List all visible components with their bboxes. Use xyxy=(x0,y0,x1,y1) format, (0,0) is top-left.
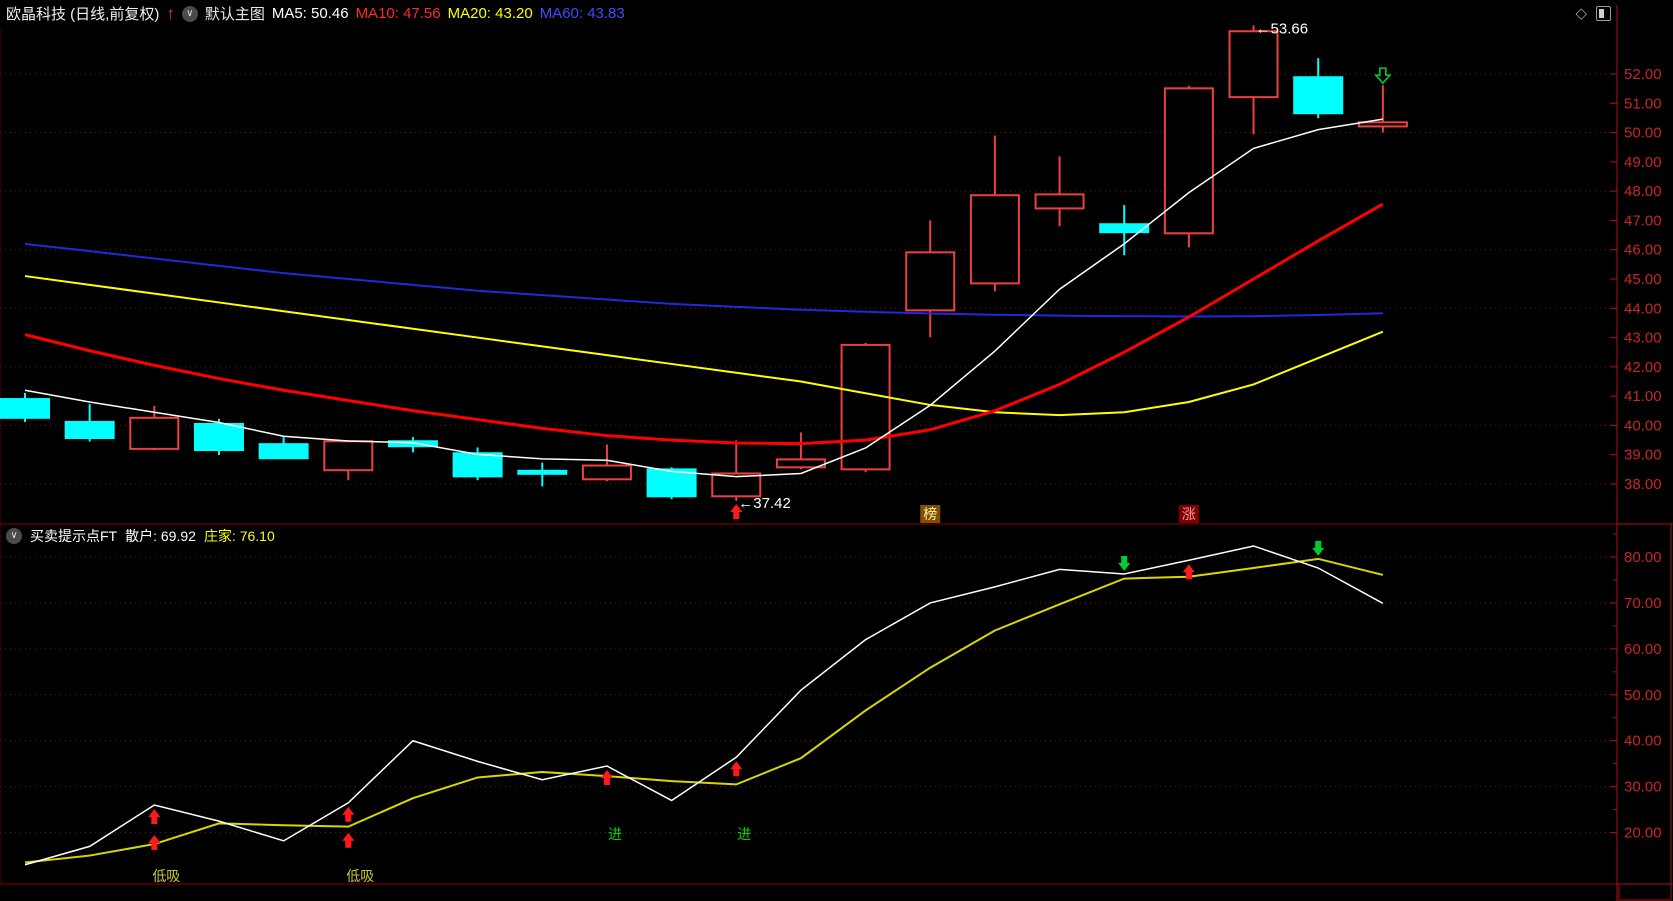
sub-indicator-header: ∨ 买卖提示点FT 散户: 69.92 庄家: 76.10 xyxy=(0,524,1610,548)
sub-indicator-name[interactable]: 买卖提示点FT xyxy=(30,528,118,544)
candle[interactable] xyxy=(0,392,50,422)
y-axis-label: 46.00 xyxy=(1624,242,1662,259)
y-axis-label: 45.00 xyxy=(1624,271,1662,288)
y-axis-label: 20.00 xyxy=(1624,825,1662,842)
candle[interactable] xyxy=(387,437,438,453)
chevron-down-icon[interactable]: ∨ xyxy=(6,528,22,544)
overlay-selector[interactable]: 默认主图 xyxy=(204,6,265,23)
diamond-icon[interactable]: ◇ xyxy=(1575,5,1587,22)
event-badge-label: 涨 xyxy=(1182,506,1196,522)
zhuangjia-value: 庄家: 76.10 xyxy=(203,528,275,544)
y-axis-label: 70.00 xyxy=(1624,595,1662,612)
ma60-value: MA60: 43.83 xyxy=(539,5,625,22)
price-annotation: ←53.66 xyxy=(1256,20,1309,37)
ma5-line xyxy=(24,118,1383,478)
main-chart-header: 欧晶科技 (日线,前复权) ↑ ∨ 默认主图 MA5: 50.46 MA10: … xyxy=(0,0,1673,27)
y-axis-label: 30.00 xyxy=(1624,779,1662,796)
buy-signal-arrow xyxy=(730,761,743,777)
dixi-signal-label: 低吸 xyxy=(152,868,180,884)
candle[interactable] xyxy=(775,432,826,470)
y-axis-label: 52.00 xyxy=(1624,66,1662,83)
y-axis-label: 48.00 xyxy=(1624,183,1662,200)
event-badge xyxy=(1178,505,1199,523)
chevron-down-icon[interactable]: ∨ xyxy=(181,5,198,22)
ma10-value: MA10: 47.56 xyxy=(355,5,441,22)
y-axis-label: 40.00 xyxy=(1624,733,1662,750)
sell-signal-arrow xyxy=(1374,67,1392,85)
buy-signal-arrow xyxy=(600,769,613,785)
event-badge xyxy=(920,505,941,523)
y-axis-label: 41.00 xyxy=(1624,388,1662,405)
candle[interactable] xyxy=(1034,156,1085,227)
y-axis-label: 39.00 xyxy=(1624,447,1662,464)
timeline-bar: 2023年 2023/12/06/三 |1 日线 xyxy=(0,884,1673,901)
candle[interactable] xyxy=(646,467,697,500)
candle[interactable] xyxy=(905,220,956,338)
candle[interactable] xyxy=(258,437,309,460)
candle[interactable] xyxy=(1228,25,1279,135)
ma5-value: MA5: 50.46 xyxy=(271,5,349,22)
y-axis-label: 38.00 xyxy=(1624,476,1662,493)
candle[interactable] xyxy=(193,418,244,456)
candle[interactable] xyxy=(1099,205,1150,256)
candle[interactable] xyxy=(840,342,891,473)
candle[interactable] xyxy=(64,404,115,442)
stock-title: 欧晶科技 (日线,前复权) xyxy=(6,6,160,23)
y-axis-label: 47.00 xyxy=(1624,212,1662,229)
buy-signal-arrow xyxy=(342,832,355,848)
candle[interactable] xyxy=(1163,85,1214,248)
buy-signal-arrow xyxy=(148,809,161,825)
buy-signal-arrow xyxy=(1182,564,1195,580)
trend-up-icon: ↑ xyxy=(166,4,175,23)
layout-icon[interactable] xyxy=(1596,5,1611,21)
y-axis-label: 43.00 xyxy=(1624,330,1662,347)
y-axis-label: 44.00 xyxy=(1624,300,1662,317)
y-axis-label: 51.00 xyxy=(1624,95,1662,112)
candle[interactable] xyxy=(1357,85,1408,133)
y-axis-label: 40.00 xyxy=(1624,417,1662,434)
y-axis-label: 42.00 xyxy=(1624,359,1662,376)
candle[interactable] xyxy=(1293,58,1344,119)
ma20-value: MA20: 43.20 xyxy=(447,5,533,22)
candle[interactable] xyxy=(129,405,180,451)
candle[interactable] xyxy=(452,447,503,481)
period-box xyxy=(1618,883,1672,901)
y-axis-label: 49.00 xyxy=(1624,154,1662,171)
ma60-line xyxy=(24,242,1383,318)
y-axis-label: 50.00 xyxy=(1624,687,1662,704)
dixi-signal-label: 低吸 xyxy=(346,868,374,884)
ma20-line xyxy=(24,275,1384,417)
sanhu-line xyxy=(24,545,1384,866)
jin-signal-label: 进 xyxy=(608,826,622,842)
price-annotation: ←37.42 xyxy=(738,495,791,512)
buy-signal-arrow xyxy=(148,835,161,851)
y-axis-label: 50.00 xyxy=(1624,125,1662,142)
zhuangjia-line xyxy=(24,557,1384,864)
jin-signal-label: 进 xyxy=(737,826,751,842)
ma10-line xyxy=(24,202,1384,446)
sanhu-value: 散户: 69.92 xyxy=(125,528,196,544)
event-badge-label: 榜 xyxy=(923,506,937,522)
candle[interactable] xyxy=(517,462,568,487)
buy-signal-arrow xyxy=(342,806,355,822)
buy-signal-arrow xyxy=(730,503,743,519)
candle[interactable] xyxy=(581,444,632,482)
sell-signal-arrow xyxy=(1118,555,1131,571)
candle[interactable] xyxy=(323,440,374,481)
sell-signal-arrow xyxy=(1312,540,1325,556)
candle[interactable] xyxy=(711,440,762,501)
window-toolbar: ◇ xyxy=(1575,4,1611,22)
y-axis-label: 80.00 xyxy=(1624,549,1662,566)
y-axis-label: 60.00 xyxy=(1624,641,1662,658)
candle[interactable] xyxy=(969,135,1020,292)
